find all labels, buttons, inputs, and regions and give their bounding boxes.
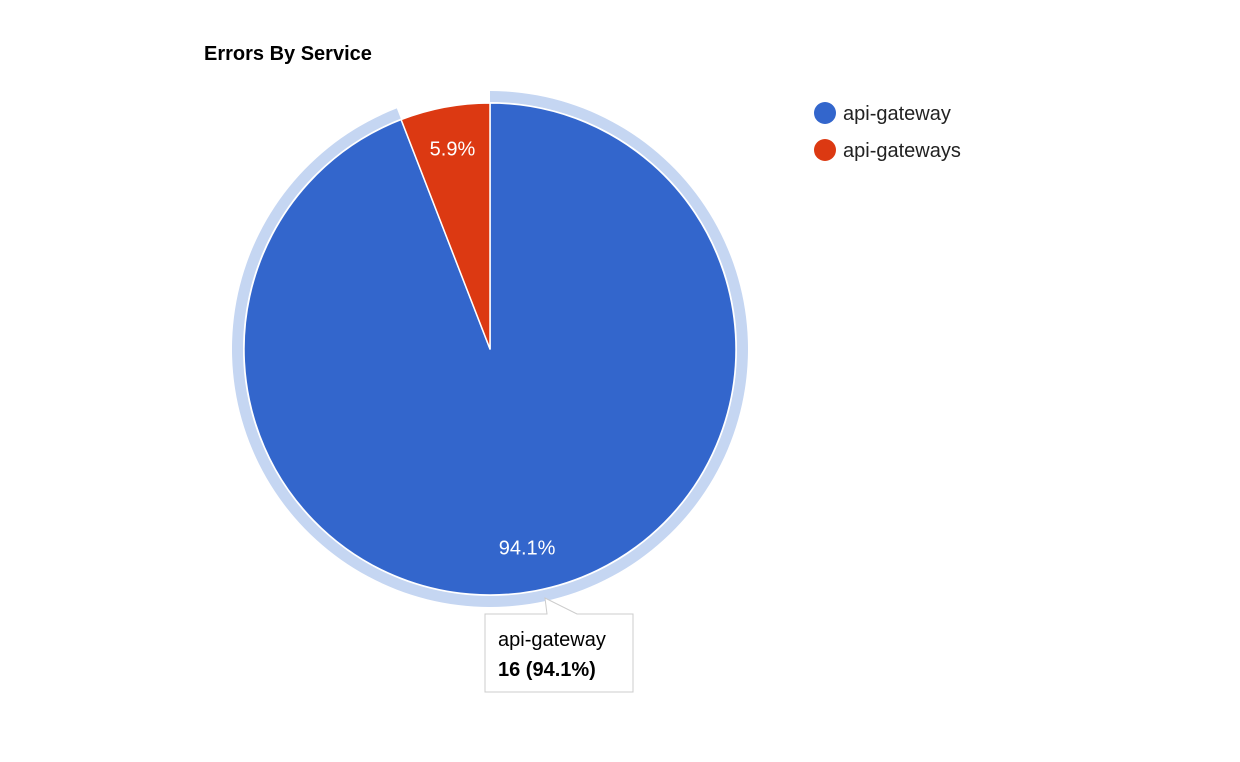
legend-item-api-gateway[interactable]: api-gateway bbox=[814, 102, 951, 125]
slice-label-api-gateways: 5.9% bbox=[430, 138, 476, 160]
tooltip: api-gateway 16 (94.1%) bbox=[484, 597, 634, 693]
pie-slices bbox=[243, 102, 737, 596]
legend-label-api-gateways: api-gateways bbox=[843, 140, 961, 162]
tooltip-name: api-gateway bbox=[498, 629, 606, 651]
slice-label-api-gateway: 94.1% bbox=[499, 537, 556, 559]
legend-marker-api-gateway bbox=[814, 102, 836, 124]
pie-slice-api-gateways[interactable] bbox=[400, 102, 491, 350]
legend-item-api-gateways[interactable]: api-gateways bbox=[814, 139, 961, 162]
legend: api-gateway api-gateways bbox=[814, 102, 961, 162]
legend-label-api-gateway: api-gateway bbox=[843, 103, 951, 125]
tooltip-box bbox=[484, 597, 634, 693]
tooltip-value: 16 (94.1%) bbox=[498, 659, 596, 681]
pie-slice-api-gateway[interactable] bbox=[243, 102, 737, 596]
slice-labels: 94.1% 5.9% bbox=[430, 138, 556, 559]
chart-title: Errors By Service bbox=[204, 43, 372, 65]
legend-marker-api-gateways bbox=[814, 139, 836, 161]
